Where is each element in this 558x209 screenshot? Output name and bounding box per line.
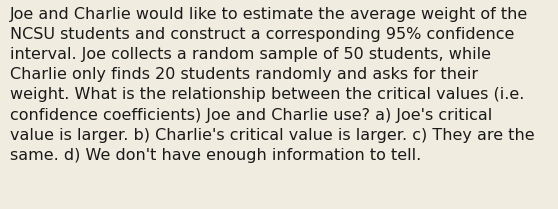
Text: Joe and Charlie would like to estimate the average weight of the
NCSU students a: Joe and Charlie would like to estimate t… (10, 7, 535, 163)
